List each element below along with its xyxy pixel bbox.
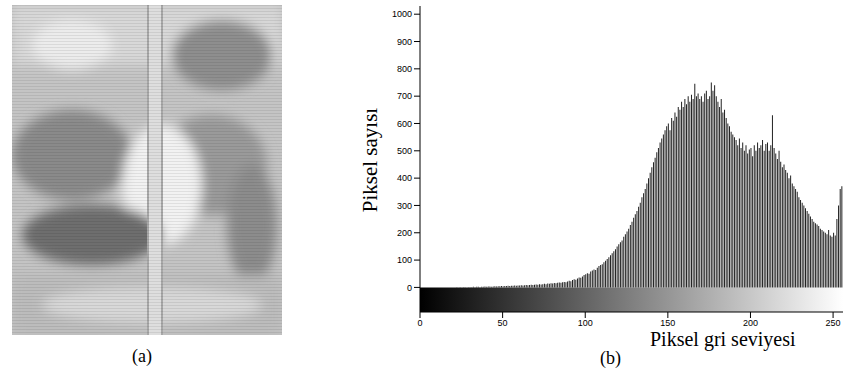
svg-text:700: 700 (397, 91, 412, 101)
svg-text:600: 600 (397, 119, 412, 129)
svg-text:300: 300 (397, 201, 412, 211)
svg-text:400: 400 (397, 173, 412, 183)
svg-text:1000: 1000 (392, 9, 412, 19)
svg-text:100: 100 (397, 255, 412, 265)
svg-text:200: 200 (397, 228, 412, 238)
svg-text:200: 200 (743, 318, 758, 328)
svg-text:800: 800 (397, 64, 412, 74)
svg-text:0: 0 (417, 318, 422, 328)
html-text:Piksel gri seviyesi: Piksel gri seviyesi (650, 328, 796, 350)
svg-text:0: 0 (407, 283, 412, 293)
svg-text:50: 50 (498, 318, 508, 328)
svg-text:250: 250 (826, 318, 841, 328)
html-text:(a): (a) (132, 346, 152, 366)
svg-text:100: 100 (578, 318, 593, 328)
svg-text:900: 900 (397, 37, 412, 47)
html-text:(b): (b) (600, 348, 621, 368)
svg-text:150: 150 (660, 318, 675, 328)
svg-text:500: 500 (397, 146, 412, 156)
html-text:Piksel sayısı: Piksel sayısı (357, 107, 382, 213)
